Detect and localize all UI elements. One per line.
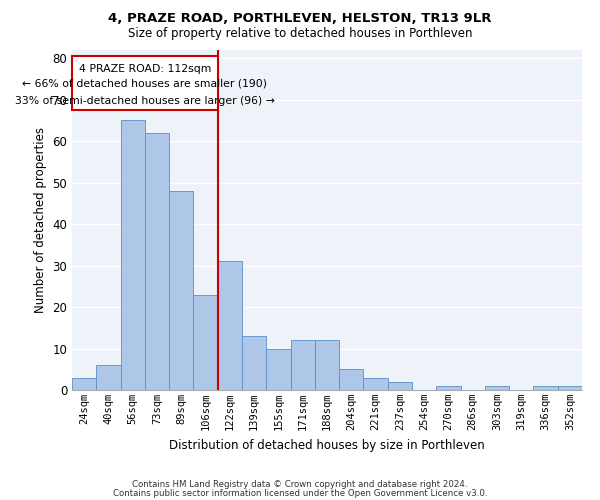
Bar <box>193 294 218 390</box>
Bar <box>290 340 315 390</box>
Bar <box>315 340 339 390</box>
Bar <box>485 386 509 390</box>
Bar <box>558 386 582 390</box>
Bar <box>169 191 193 390</box>
Bar <box>96 365 121 390</box>
Bar <box>72 56 218 110</box>
Text: 33% of semi-detached houses are larger (96) →: 33% of semi-detached houses are larger (… <box>15 96 275 106</box>
Bar <box>388 382 412 390</box>
Text: Contains public sector information licensed under the Open Government Licence v3: Contains public sector information licen… <box>113 489 487 498</box>
Bar <box>121 120 145 390</box>
Bar <box>339 370 364 390</box>
Bar <box>72 378 96 390</box>
X-axis label: Distribution of detached houses by size in Porthleven: Distribution of detached houses by size … <box>169 438 485 452</box>
Bar <box>145 133 169 390</box>
Text: Size of property relative to detached houses in Porthleven: Size of property relative to detached ho… <box>128 28 472 40</box>
Bar <box>266 348 290 390</box>
Bar <box>436 386 461 390</box>
Bar <box>242 336 266 390</box>
Text: Contains HM Land Registry data © Crown copyright and database right 2024.: Contains HM Land Registry data © Crown c… <box>132 480 468 489</box>
Bar <box>364 378 388 390</box>
Text: 4 PRAZE ROAD: 112sqm: 4 PRAZE ROAD: 112sqm <box>79 64 211 74</box>
Y-axis label: Number of detached properties: Number of detached properties <box>34 127 47 313</box>
Text: 4, PRAZE ROAD, PORTHLEVEN, HELSTON, TR13 9LR: 4, PRAZE ROAD, PORTHLEVEN, HELSTON, TR13… <box>108 12 492 26</box>
Text: ← 66% of detached houses are smaller (190): ← 66% of detached houses are smaller (19… <box>22 79 268 89</box>
Bar <box>533 386 558 390</box>
Bar <box>218 262 242 390</box>
